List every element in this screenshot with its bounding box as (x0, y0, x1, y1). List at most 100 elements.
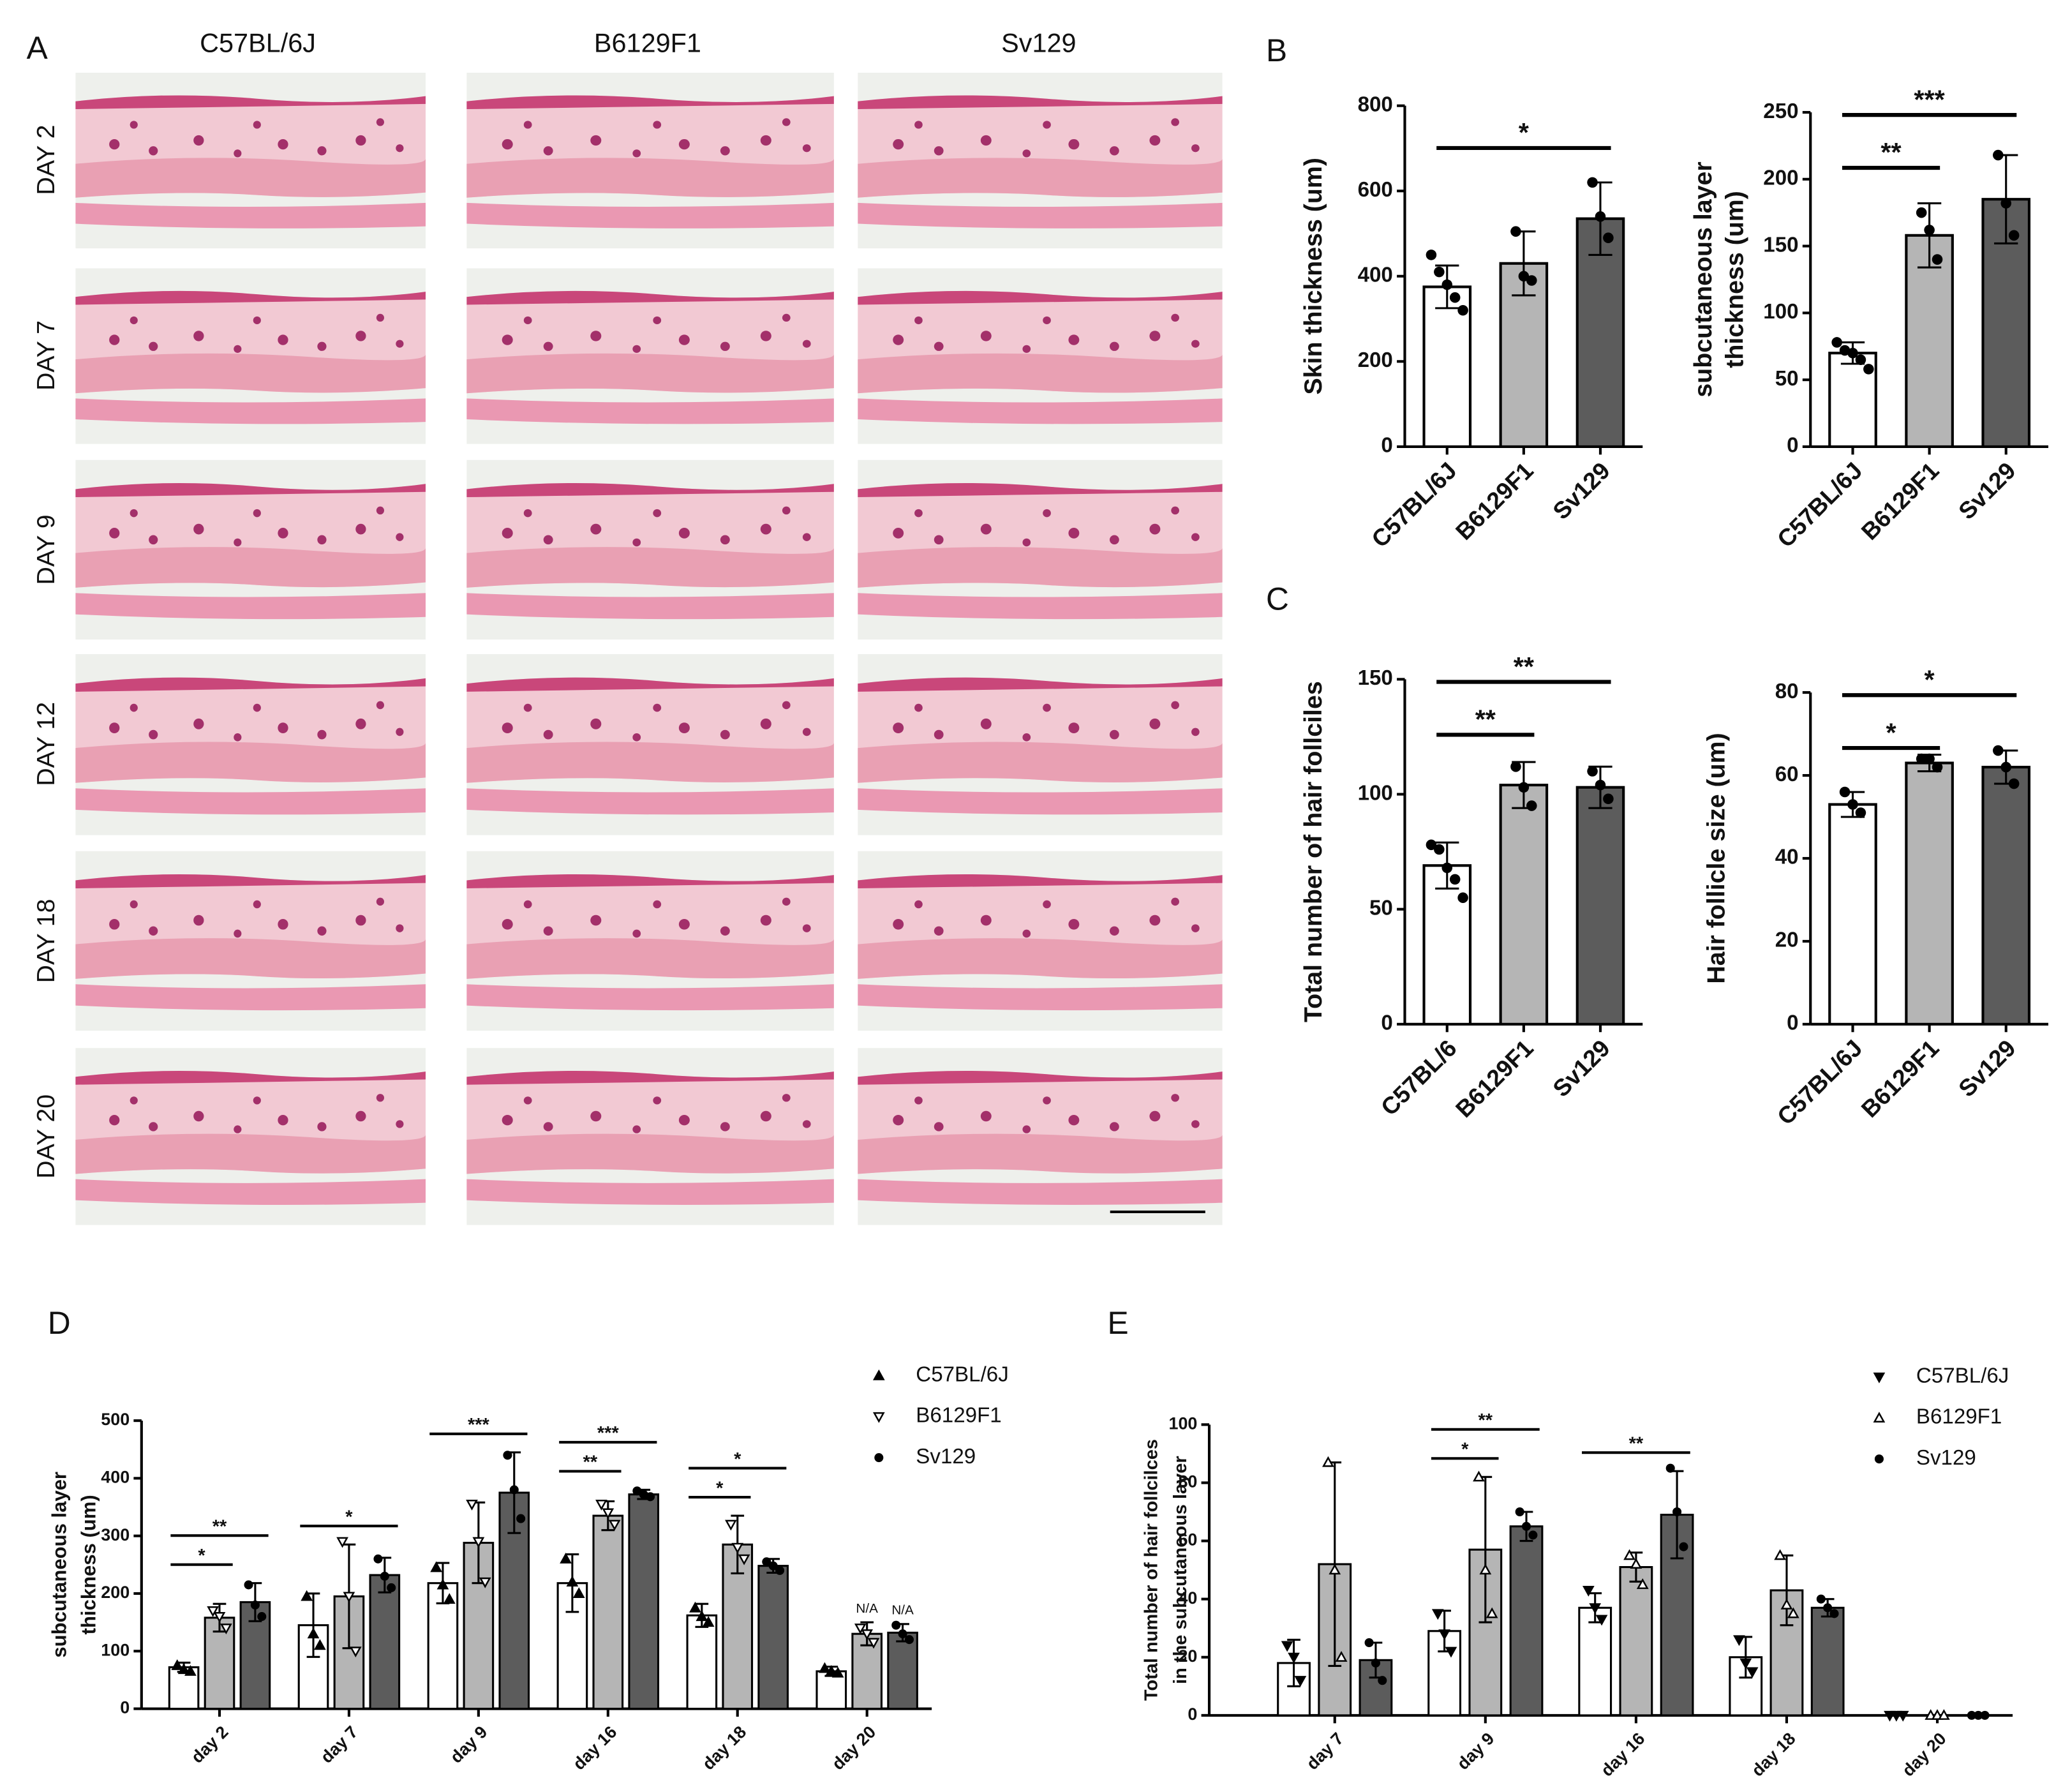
data-point (220, 1624, 232, 1634)
bar (887, 1631, 918, 1710)
histology-image (75, 1048, 426, 1225)
row-label: DAY 12 (32, 702, 60, 786)
data-point (349, 1646, 362, 1658)
bar (1981, 765, 2031, 1026)
data-point (1457, 892, 1468, 903)
bar (1575, 217, 1625, 448)
data-point (819, 1662, 831, 1673)
data-point (2000, 198, 2011, 209)
y-tick-label: 250 (1763, 100, 1798, 123)
data-point (1993, 149, 2004, 161)
data-point (2008, 778, 2020, 789)
data-point (689, 1601, 701, 1613)
row-label: DAY 2 (32, 125, 60, 195)
data-point (904, 1635, 914, 1645)
histology-image (858, 459, 1223, 640)
data-point (1521, 1521, 1531, 1531)
y-tick-label: 500 (101, 1410, 130, 1429)
histology-image (75, 72, 426, 249)
x-tick-label: day 2 (188, 1722, 232, 1767)
data-point (2008, 230, 2020, 241)
bar (1499, 784, 1549, 1026)
data-point (1672, 1507, 1682, 1517)
y-tick-label: 600 (1358, 178, 1393, 202)
histology-image (858, 1048, 1223, 1225)
data-point (1924, 753, 1935, 765)
y-tick-label: 200 (101, 1583, 130, 1602)
data-point (1587, 177, 1598, 188)
data-point (1855, 807, 1866, 818)
data-point (1329, 1564, 1341, 1575)
note-label: N/A (891, 1603, 914, 1618)
data-point (1831, 337, 1842, 348)
data-point (602, 1508, 614, 1519)
histology-image (466, 268, 834, 444)
y-tick-label: 60 (1775, 763, 1799, 786)
significance-label: *** (597, 1423, 620, 1444)
data-point (1932, 254, 1943, 265)
data-point (336, 1537, 348, 1548)
x-tick-label: day 9 (1454, 1729, 1498, 1773)
legend-marker (1874, 1454, 1884, 1464)
significance-label: * (1925, 665, 1935, 694)
data-point (560, 1552, 572, 1564)
data-point (1774, 1549, 1786, 1560)
y-tick-label: 0 (120, 1698, 130, 1717)
data-point (775, 1565, 785, 1575)
data-point (1294, 1676, 1307, 1687)
legend-label: C57BL/6J (916, 1363, 1008, 1386)
histology-image (466, 654, 834, 835)
x-tick-label: B6129F1 (1450, 1034, 1538, 1123)
y-axis-label: subcutaneous layer (1689, 161, 1717, 397)
legend-marker (1873, 1412, 1886, 1423)
data-point (1582, 1585, 1595, 1597)
bar (369, 1574, 401, 1710)
panel-label: E (1108, 1305, 1129, 1341)
legend-label: Sv129 (916, 1445, 976, 1468)
column-label: Sv129 (1001, 28, 1076, 57)
significance-label: ** (1514, 652, 1535, 682)
data-point (314, 1639, 326, 1650)
y-tick-label: 200 (1763, 167, 1798, 190)
data-point (177, 1663, 190, 1675)
legend-marker (874, 1453, 884, 1463)
data-point (1335, 1650, 1348, 1662)
data-point (1431, 1609, 1444, 1620)
bar (686, 1614, 718, 1710)
data-point (1780, 1598, 1793, 1609)
data-point (1288, 1652, 1300, 1664)
data-point (443, 1593, 456, 1604)
data-point (1587, 766, 1598, 777)
data-point (1473, 1470, 1485, 1482)
histology-image (466, 459, 834, 640)
row-label: DAY 18 (32, 899, 60, 983)
data-point (861, 1629, 874, 1640)
data-point (479, 1577, 491, 1588)
significance-label: * (345, 1507, 353, 1527)
panel-label: B (1266, 33, 1287, 68)
column-label: B6129F1 (594, 28, 701, 57)
data-point (1839, 786, 1851, 798)
data-point (244, 1580, 253, 1590)
data-point (516, 1514, 526, 1523)
x-tick-label: day 18 (699, 1722, 750, 1773)
data-point (1441, 862, 1453, 874)
data-point (1518, 782, 1530, 793)
legend-label: C57BL/6J (1916, 1364, 2009, 1388)
bar (1810, 1606, 1845, 1717)
histology-image (466, 1048, 834, 1225)
bar (498, 1491, 530, 1710)
data-point (1938, 1709, 1950, 1720)
bar (204, 1617, 235, 1710)
y-tick-label: 0 (1188, 1705, 1197, 1724)
y-axis-label: Total number of hair follcilces (1142, 1439, 1162, 1701)
data-point (831, 1666, 844, 1678)
bar (1422, 864, 1472, 1026)
significance-label: * (1519, 118, 1530, 147)
y-tick-label: 0 (1787, 1012, 1798, 1035)
data-point (854, 1624, 867, 1634)
data-point (213, 1612, 226, 1623)
data-point (1589, 1603, 1602, 1615)
histology-image (75, 459, 426, 640)
data-point (1364, 1638, 1374, 1648)
